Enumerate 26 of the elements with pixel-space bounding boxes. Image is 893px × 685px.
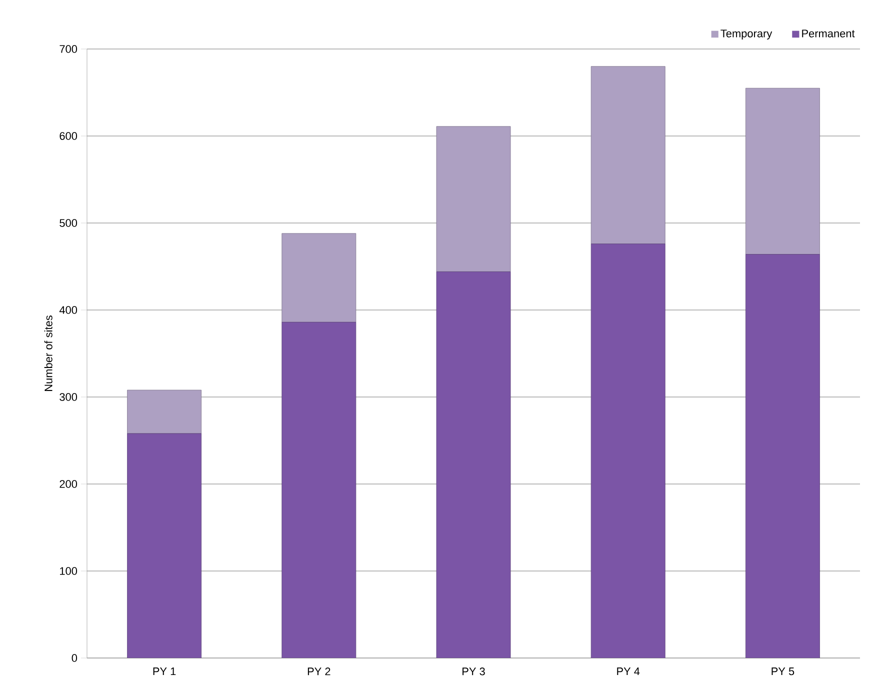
bar — [436, 272, 511, 658]
x-tick-label: PY 4 — [617, 668, 640, 676]
legend-label: Permanent — [802, 30, 855, 38]
x-tick-label: PY 3 — [462, 668, 485, 676]
bar — [436, 126, 511, 272]
bar — [590, 244, 666, 658]
y-tick-label: 100 — [60, 567, 78, 575]
legend-label: Temporary — [720, 30, 772, 40]
y-tick-label: 300 — [60, 393, 78, 401]
bar — [746, 88, 820, 255]
y-tick-label: 500 — [60, 219, 78, 227]
x-tick-label: PY 1 — [153, 668, 176, 676]
x-tick-label: PY 5 — [772, 668, 794, 676]
y-tick-label: 0 — [72, 654, 78, 662]
y-tick-label: 200 — [60, 480, 78, 488]
x-tick-label: PY 2 — [308, 668, 330, 676]
y-tick-label: 600 — [60, 132, 78, 140]
bar — [127, 433, 202, 658]
bar — [282, 233, 356, 322]
y-tick-label: 700 — [60, 45, 78, 53]
bar — [590, 66, 666, 244]
y-tick-label: 400 — [59, 306, 78, 314]
bar — [127, 390, 202, 434]
y-axis-title: Number of sites — [44, 316, 52, 391]
bar — [282, 322, 356, 658]
bar — [746, 254, 820, 658]
